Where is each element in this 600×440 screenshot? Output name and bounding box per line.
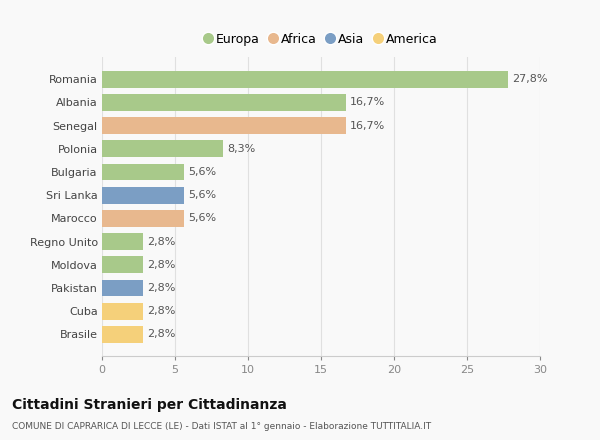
Text: 2,8%: 2,8% (147, 306, 176, 316)
Bar (102, 257, 143, 273)
Text: 8,3%: 8,3% (227, 144, 256, 154)
Text: COMUNE DI CAPRARICA DI LECCE (LE) - Dati ISTAT al 1° gennaio - Elaborazione TUTT: COMUNE DI CAPRARICA DI LECCE (LE) - Dati… (12, 422, 431, 431)
Text: 5,6%: 5,6% (188, 213, 216, 224)
Bar (102, 210, 184, 227)
Text: 16,7%: 16,7% (350, 121, 385, 131)
Bar (102, 280, 143, 297)
Text: 2,8%: 2,8% (147, 283, 176, 293)
Text: 2,8%: 2,8% (147, 237, 176, 246)
Bar (102, 140, 223, 157)
Bar (102, 326, 143, 343)
Bar (102, 71, 508, 88)
Text: 5,6%: 5,6% (188, 167, 216, 177)
Text: Cittadini Stranieri per Cittadinanza: Cittadini Stranieri per Cittadinanza (12, 398, 287, 412)
Text: 16,7%: 16,7% (350, 97, 385, 107)
Bar (102, 94, 346, 111)
Text: 5,6%: 5,6% (188, 190, 216, 200)
Bar (102, 117, 346, 134)
Bar (102, 164, 184, 180)
Text: 2,8%: 2,8% (147, 330, 176, 339)
Text: 27,8%: 27,8% (512, 74, 548, 84)
Bar (102, 233, 143, 250)
Text: 2,8%: 2,8% (147, 260, 176, 270)
Bar (102, 303, 143, 319)
Bar (102, 187, 184, 204)
Legend: Europa, Africa, Asia, America: Europa, Africa, Asia, America (200, 28, 442, 51)
